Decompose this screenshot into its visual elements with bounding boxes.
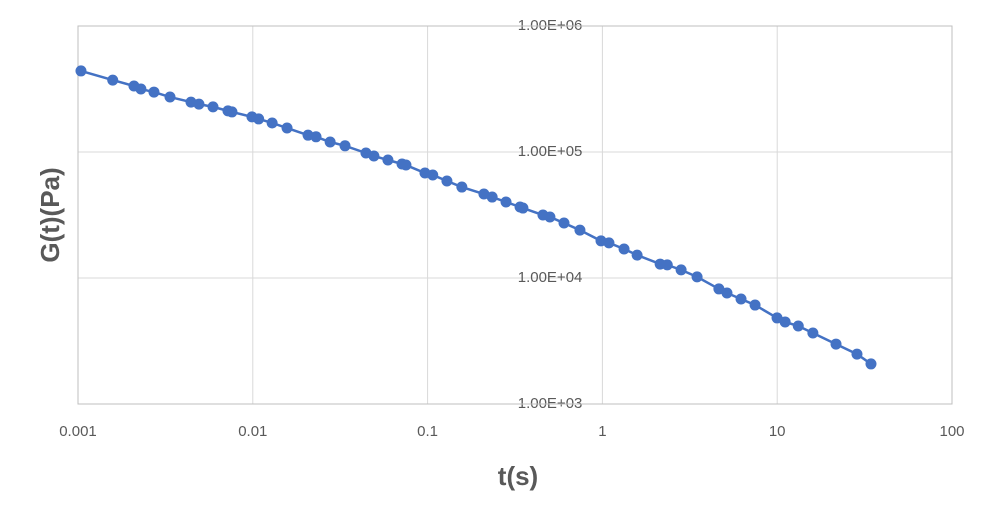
data-point [107,74,119,86]
data-point [618,243,630,255]
x-tick-label: 0.01 [238,423,267,440]
data-point [603,237,615,249]
data-point [500,196,512,208]
x-tick-label: 100 [939,423,964,440]
data-point [544,211,556,223]
x-tick-label: 10 [769,423,786,440]
data-point [558,217,570,229]
y-tick-label: 1.00E+06 [518,17,583,34]
data-point [865,358,877,370]
data-point [830,338,842,350]
plot-border [77,25,953,405]
data-point [851,348,863,360]
data-point [675,264,687,276]
data-point [266,117,278,129]
data-point [691,271,703,283]
data-point [382,154,394,166]
data-point [226,106,238,118]
data-point [517,202,529,214]
data-point [456,181,468,193]
x-tick-label: 1 [598,423,606,440]
data-point [310,131,322,143]
data-point [400,159,412,171]
x-tick-label: 0.1 [417,423,438,440]
data-point [807,327,819,339]
data-point [253,113,265,125]
data-point [779,316,791,328]
data-point [631,249,643,261]
data-point [441,175,453,187]
y-tick-label: 1.00E+05 [518,143,583,160]
data-point [339,140,351,152]
data-point [735,293,747,305]
data-point [164,91,176,103]
x-tick-label: 0.001 [59,423,97,440]
data-point [324,136,336,148]
y-axis-title: G(t)(Pa) [35,167,65,262]
data-point [75,65,87,77]
data-point [148,86,160,98]
data-point [792,320,804,332]
y-tick-label: 1.00E+04 [518,269,583,286]
data-point [486,191,498,203]
data-point [574,224,586,236]
data-point [749,299,761,311]
data-point [427,169,439,181]
data-point [721,287,733,299]
x-axis-title: t(s) [498,461,538,491]
data-point [661,259,673,271]
data-point [193,98,205,110]
data-point [207,101,219,113]
data-point [281,122,293,134]
data-point [368,150,380,162]
y-tick-label: 1.00E+03 [518,395,583,412]
data-point [135,83,147,95]
